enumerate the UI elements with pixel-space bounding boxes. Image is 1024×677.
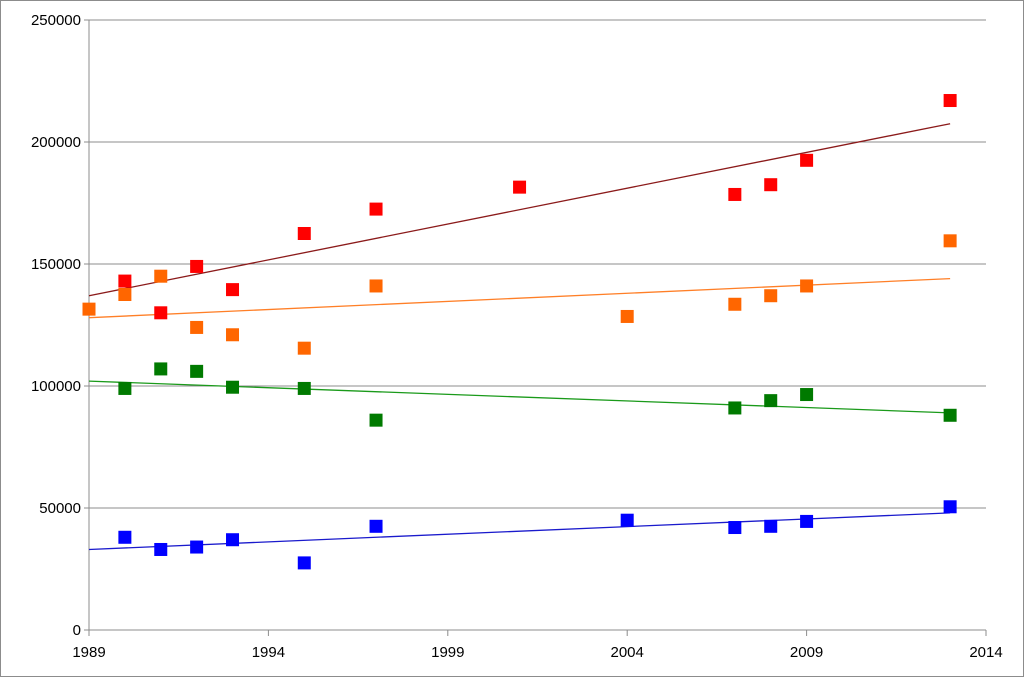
data-point-series-4 <box>943 500 957 514</box>
data-point-series-3 <box>764 394 778 408</box>
data-point-series-3 <box>943 408 957 422</box>
data-point-series-2 <box>226 328 240 342</box>
trendline-series-4 <box>88 512 951 551</box>
data-point-series-2 <box>728 297 742 311</box>
data-point-series-2 <box>369 279 383 293</box>
data-point-series-3 <box>369 413 383 427</box>
data-point-series-3 <box>154 362 168 376</box>
data-point-series-4 <box>297 556 311 570</box>
data-point-series-4 <box>154 542 168 556</box>
x-tick-label: 1989 <box>72 644 105 661</box>
y-tick-label: 50000 <box>39 500 81 517</box>
x-tick-label: 2009 <box>790 644 823 661</box>
data-point-series-1 <box>190 259 204 273</box>
data-point-series-4 <box>190 540 204 554</box>
data-point-series-2 <box>764 289 778 303</box>
data-point-series-4 <box>620 513 634 527</box>
data-point-series-1 <box>226 283 240 297</box>
x-tick-label: 1999 <box>431 644 464 661</box>
data-point-series-1 <box>297 227 311 240</box>
data-point-series-3 <box>728 401 742 415</box>
data-point-series-4 <box>800 514 814 528</box>
data-point-series-3 <box>118 381 132 395</box>
data-point-series-2 <box>943 234 957 248</box>
data-point-series-2 <box>297 341 311 355</box>
data-point-series-1 <box>513 180 527 194</box>
data-point-series-1 <box>800 153 814 167</box>
x-tick-label: 1994 <box>252 644 285 661</box>
data-points <box>82 94 957 570</box>
y-tick-label: 250000 <box>31 12 81 29</box>
data-point-series-2 <box>620 309 634 323</box>
tick-labels: 0 50000 100000 150000 200000 250000 1989 1994 19… <box>31 12 1003 661</box>
data-point-series-2 <box>154 269 168 283</box>
data-point-series-4 <box>118 530 132 544</box>
gridlines <box>89 19 986 509</box>
trendline-series-2 <box>88 277 951 319</box>
data-point-series-1 <box>118 274 132 288</box>
data-point-series-4 <box>226 533 240 547</box>
y-tick-label: 150000 <box>31 256 81 273</box>
x-tick-label: 2004 <box>611 644 644 661</box>
y-tick-label: 200000 <box>31 134 81 151</box>
data-point-series-1 <box>154 306 168 320</box>
data-point-series-2 <box>800 279 814 293</box>
y-tick-label: 100000 <box>31 378 81 395</box>
data-point-series-1 <box>369 202 383 216</box>
data-point-series-3 <box>297 381 311 395</box>
data-point-series-4 <box>764 519 778 533</box>
data-point-series-1 <box>943 94 957 108</box>
data-point-series-4 <box>728 521 742 535</box>
data-point-series-1 <box>728 187 742 201</box>
trendline-series-1 <box>88 123 951 297</box>
data-point-series-4 <box>369 519 383 533</box>
data-point-series-2 <box>118 288 132 301</box>
data-point-series-2 <box>190 320 204 334</box>
data-point-series-2 <box>82 302 96 316</box>
data-point-series-1 <box>764 178 778 192</box>
x-tick-label: 2014 <box>969 644 1002 661</box>
data-point-series-3 <box>800 388 814 402</box>
axes <box>84 19 987 636</box>
y-tick-label: 0 <box>73 622 81 639</box>
data-point-series-3 <box>190 364 204 378</box>
data-point-series-3 <box>226 380 240 394</box>
